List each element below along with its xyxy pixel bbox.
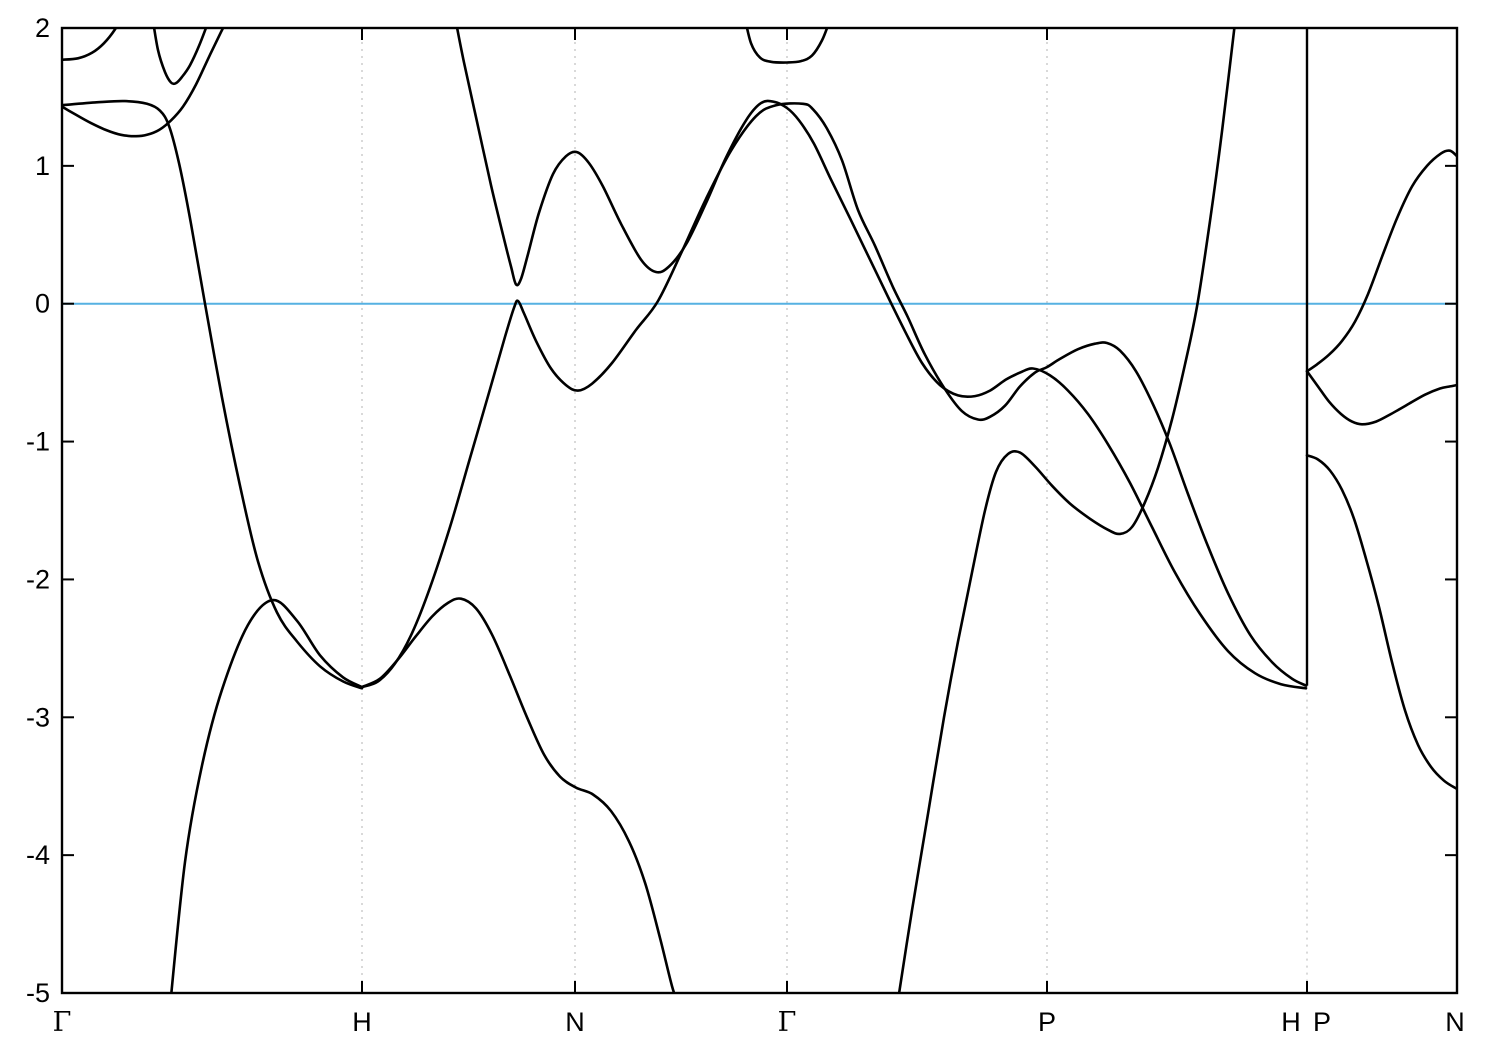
x-axis-kpoint-label: N: [1445, 1007, 1465, 1037]
band-curve-band-H-N-gamma-P-H-lower: [360, 102, 1308, 689]
x-axis-kpoint-label: Γ: [778, 1007, 797, 1038]
x-axis-kpoint-label: H: [352, 1007, 372, 1037]
y-axis-tick-label: 1: [35, 151, 50, 181]
y-axis-tick-label: -5: [26, 978, 50, 1008]
y-axis-tick-label: -3: [26, 702, 50, 732]
y-axis-tick-label: 0: [35, 289, 50, 319]
band-curve-steep-band-P-region: [897, 28, 1236, 993]
band-curve-PN-panel-lower-band: [1305, 454, 1457, 791]
x-axis-kpoint-label: P: [1038, 1007, 1056, 1037]
band-curve-band-V-N-gamma-P-H-upper: [455, 28, 1308, 690]
band-curve-top-left-U-band: [152, 28, 208, 86]
x-axis-kpoint-label: P: [1313, 1007, 1331, 1037]
y-axis-tick-label: -2: [26, 564, 50, 594]
y-axis-tick-label: -1: [26, 427, 50, 457]
band-curve-top-left-dip-band: [62, 28, 225, 138]
band-curve-band-H-hump-to-bottom: [360, 597, 676, 993]
plot-border: [60, 26, 1459, 995]
x-axis-kpoint-label: H: [1281, 1007, 1301, 1037]
x-axis-kpoint-label: Γ: [53, 1007, 72, 1038]
x-axis-kpoint-label: N: [565, 1007, 585, 1037]
band-curves: [62, 28, 1457, 993]
band-curve-second-band-gamma-to-H: [62, 99, 364, 690]
y-axis-tick-label: 2: [35, 13, 50, 43]
band-curve-lowest-band-gamma-to-H: [170, 598, 364, 993]
band-curve-top-U-band-at-gamma: [745, 28, 829, 64]
y-axis-tick-label: -4: [26, 840, 50, 870]
band-curve-PN-panel-upper-band: [1305, 149, 1457, 373]
band-curve-PN-panel-middle-band: [1305, 369, 1457, 426]
